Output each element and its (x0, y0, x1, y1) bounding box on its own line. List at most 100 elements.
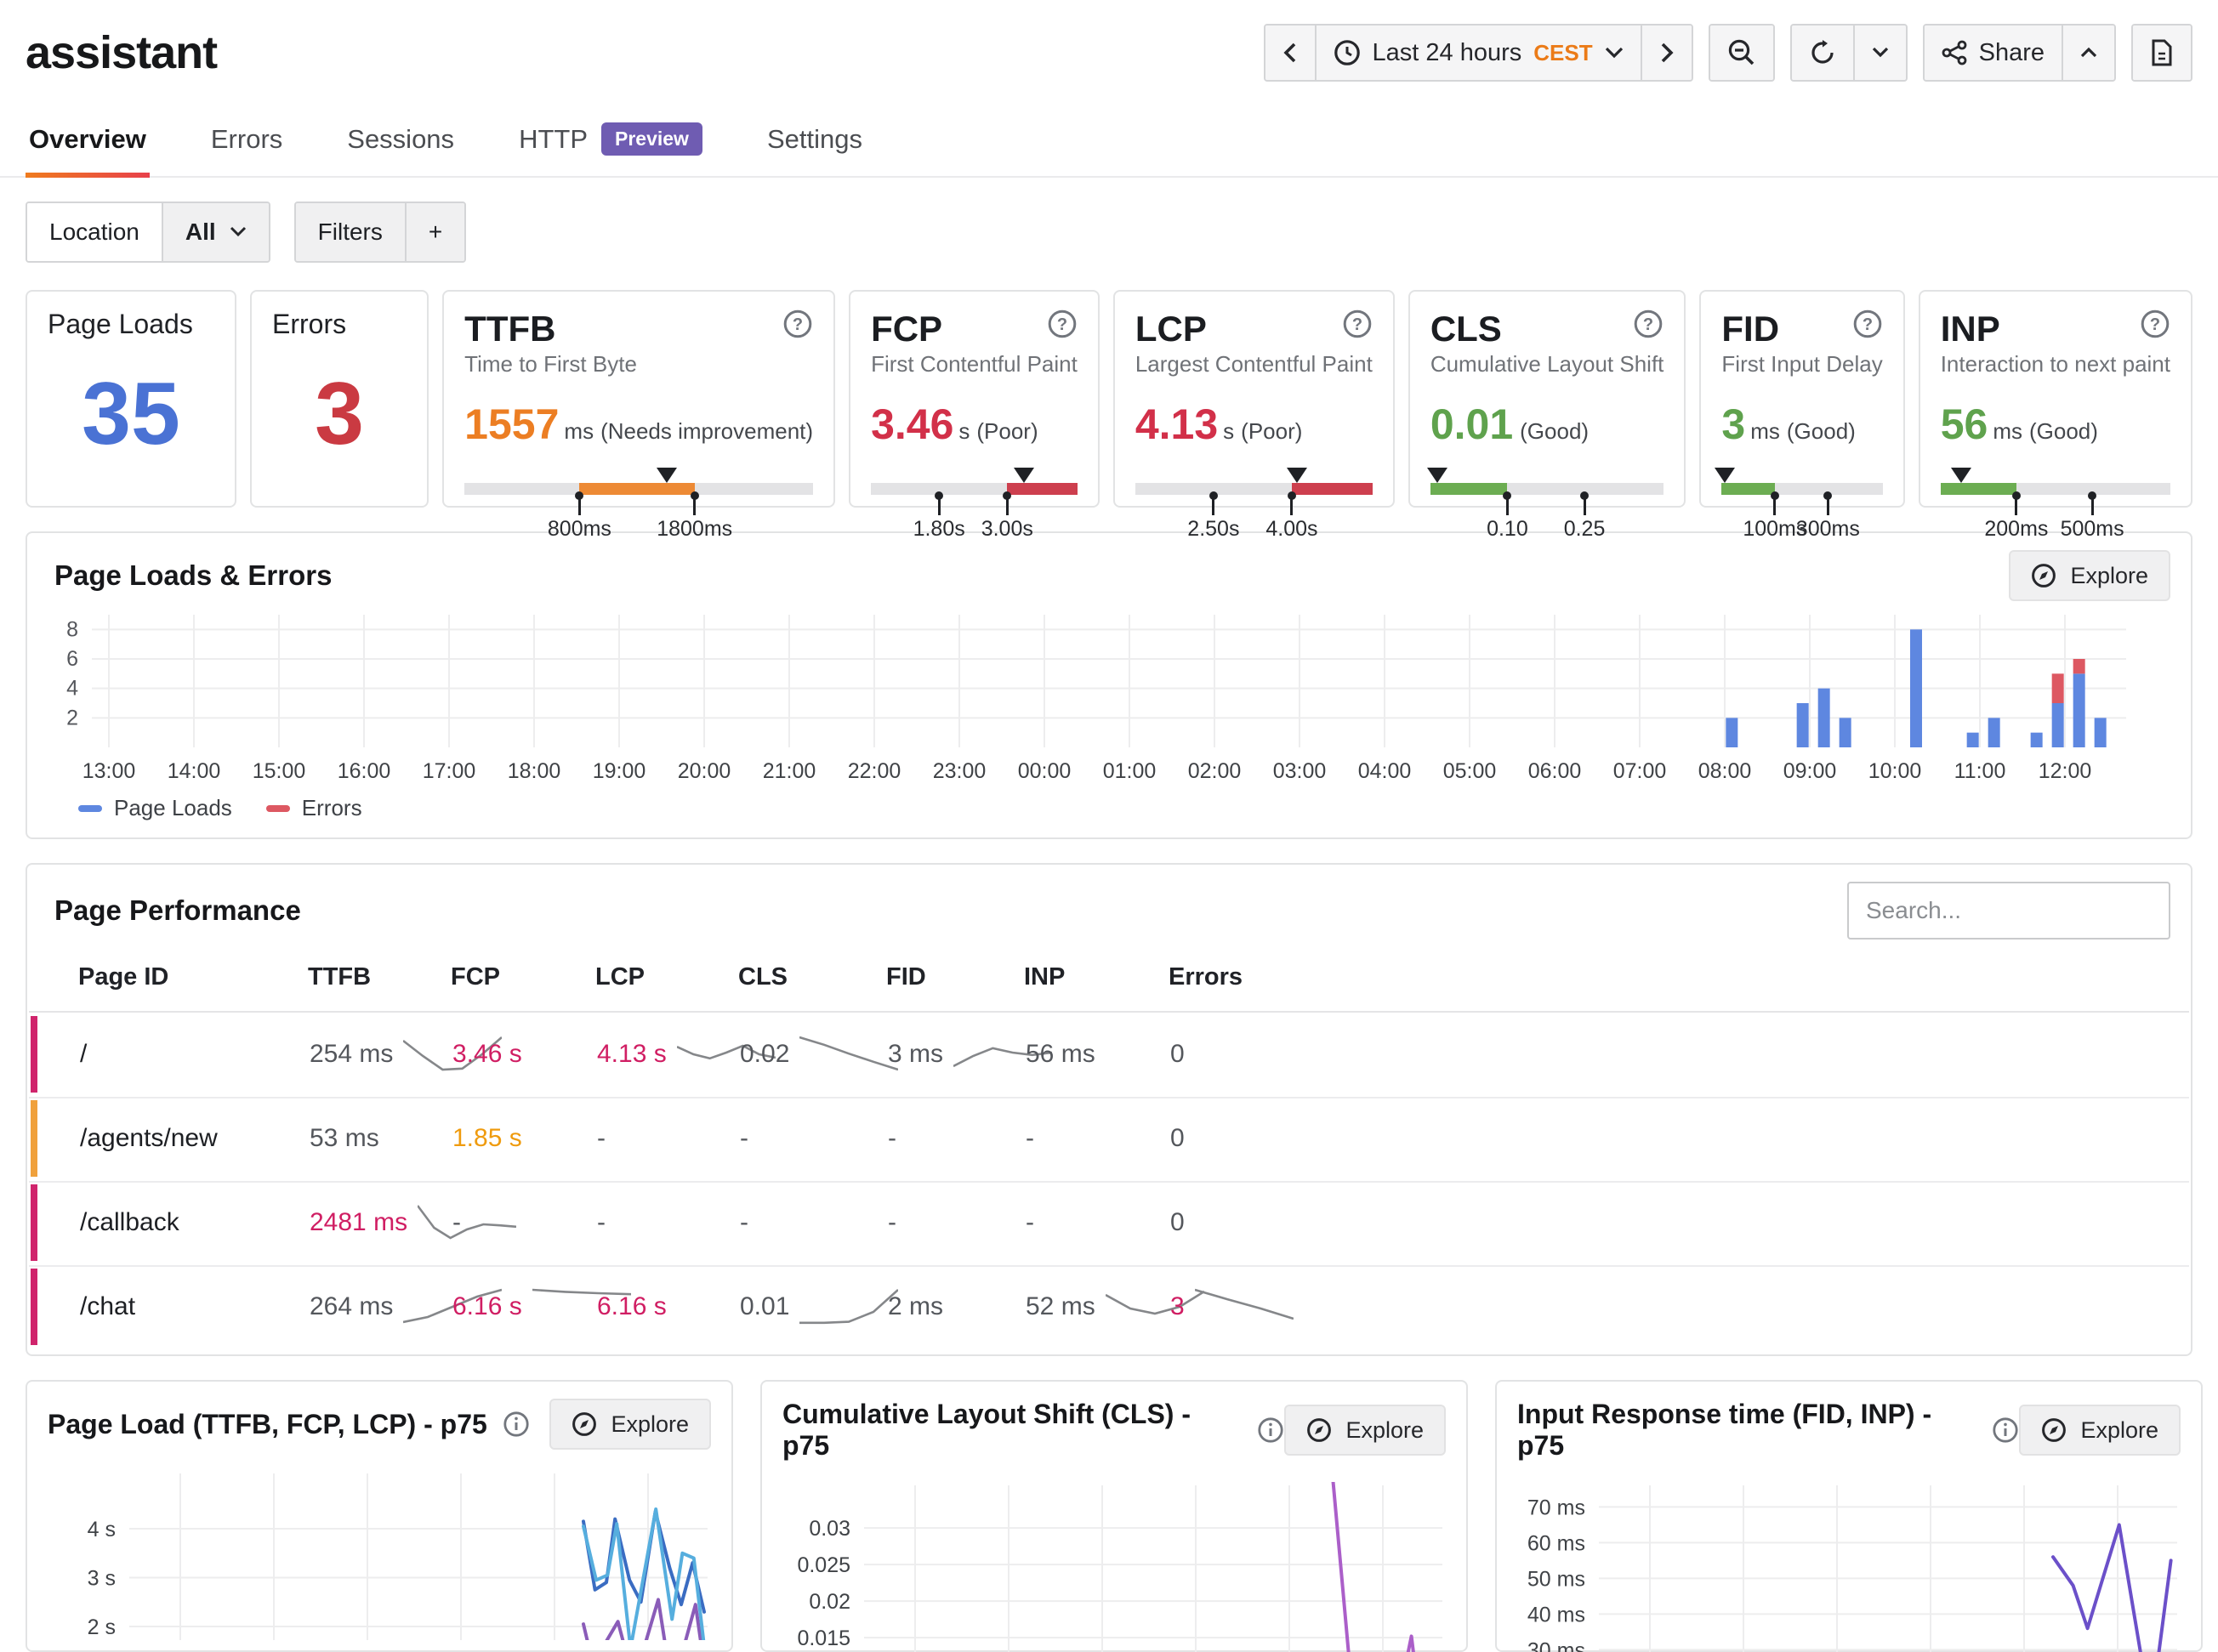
help-icon[interactable]: ? (1047, 309, 1078, 339)
compass-icon (2031, 563, 2056, 588)
vital-value-row: 1557 ms (Needs improvement) (464, 400, 813, 449)
table-row[interactable]: /chat 264 ms 6.16 s 6.16 s 0.01 2 ms 52 ms 3 (29, 1265, 2189, 1348)
explore-button[interactable]: Explore (2019, 1405, 2181, 1456)
vital-card-fcp: FCP? First Contentful Paint 3.46 s (Poor) 1.8… (849, 290, 1100, 541)
vital-gauge: 1.80s 3.00s (871, 468, 1078, 541)
sparkline (799, 1289, 899, 1325)
page-id: /chat (80, 1292, 136, 1320)
vital-title: INP (1940, 309, 2000, 349)
errors-cell: 0 (1170, 1097, 1185, 1180)
refresh-button[interactable] (1791, 26, 1855, 80)
collapse-toolbar-button[interactable] (2063, 26, 2114, 80)
page-id: /agents/new (80, 1124, 218, 1152)
explore-button[interactable]: Explore (549, 1399, 711, 1450)
info-icon[interactable] (1257, 1416, 1284, 1444)
svg-text:06:00: 06:00 (1528, 759, 1582, 783)
gauge-tick-stem (1505, 497, 1509, 515)
table-row[interactable]: /callback 2481 ms - - - - - 0 (29, 1181, 2189, 1264)
stat-card-value: 3 (315, 365, 364, 463)
location-filter-label[interactable]: Location (27, 203, 163, 261)
explore-label: Explore (2080, 1416, 2158, 1443)
svg-text:10:00: 10:00 (1868, 759, 1922, 783)
gauge-segment (1430, 483, 1508, 495)
time-shift-forward-button[interactable] (1641, 26, 1692, 80)
gauge-tick-stem (1826, 497, 1829, 515)
gauge-tick-stem (577, 497, 581, 515)
search-input[interactable] (1847, 882, 2170, 940)
zoom-out-time-button[interactable] (1709, 26, 1773, 80)
svg-text:14:00: 14:00 (168, 759, 221, 783)
svg-text:40 ms: 40 ms (1527, 1603, 1585, 1626)
share-button[interactable]: Share (1924, 26, 2063, 80)
fid-cell: 2 ms (888, 1265, 943, 1348)
report-button[interactable] (2133, 26, 2191, 80)
clock-icon (1334, 39, 1361, 66)
vital-card-fid: FID? First Input Delay 3 ms (Good) 100ms 300ms (1699, 290, 1905, 541)
gauge-tick-dot (690, 491, 699, 500)
svg-text:0.025: 0.025 (797, 1553, 850, 1577)
help-icon[interactable]: ? (1852, 309, 1883, 339)
info-icon[interactable] (503, 1411, 530, 1438)
cls-cell: 0.02 (740, 1013, 899, 1096)
svg-text:09:00: 09:00 (1783, 759, 1837, 783)
preview-badge: Preview (601, 122, 702, 156)
time-shift-back-button[interactable] (1265, 26, 1317, 80)
column-header-fcp: FCP (451, 963, 500, 991)
svg-text:13:00: 13:00 (82, 759, 136, 783)
cell-value: 2481 ms (310, 1208, 408, 1236)
page-id-cell: / (80, 1013, 87, 1096)
gauge-marker-icon (1427, 468, 1448, 483)
explore-button[interactable]: Explore (1284, 1405, 1446, 1456)
gauge-tick-stem (1773, 497, 1777, 515)
help-icon[interactable]: ? (782, 309, 813, 339)
svg-text:21:00: 21:00 (763, 759, 816, 783)
info-icon[interactable] (1992, 1416, 2019, 1444)
time-range-picker[interactable]: Last 24 hours CEST (1316, 26, 1642, 80)
inp-cell: - (1026, 1097, 1034, 1180)
vital-card-lcp: LCP? Largest Contentful Paint 4.13 s (Poor) 2… (1112, 290, 1395, 541)
svg-text:0.02: 0.02 (809, 1590, 850, 1614)
column-header-inp: INP (1024, 963, 1066, 991)
legend-label: Errors (301, 795, 362, 820)
cell-value: 4.13 s (597, 1040, 667, 1068)
gauge-tick-label: 3.00s (981, 517, 1033, 541)
svg-text:11:00: 11:00 (1954, 759, 2006, 783)
help-icon[interactable]: ? (1342, 309, 1373, 339)
tab-sessions[interactable]: Sessions (344, 109, 458, 176)
cls-cell: - (740, 1097, 748, 1180)
svg-text:?: ? (1352, 315, 1362, 334)
legend-item-page-loads[interactable]: Page Loads (78, 795, 232, 821)
location-filter-value: All (185, 219, 216, 245)
bottom-panels-row: Page Load (TTFB, FCP, LCP) - p75 Explore 4… (26, 1380, 2203, 1652)
chevron-down-icon (230, 226, 247, 238)
gauge-tick-dot (2088, 491, 2097, 500)
legend-item-errors[interactable]: Errors (265, 795, 362, 821)
tab-http[interactable]: HTTP Preview (515, 109, 706, 176)
add-filter-button[interactable]: + (406, 203, 465, 261)
explore-button[interactable]: Explore (2009, 550, 2170, 601)
location-filter-dropdown[interactable]: All (162, 203, 269, 261)
help-icon[interactable]: ? (2140, 309, 2170, 339)
help-icon[interactable]: ? (1633, 309, 1664, 339)
page-load-p75-chart: 4 s 3 s 2 s (88, 1473, 708, 1640)
tab-errors[interactable]: Errors (208, 109, 286, 176)
filters-button[interactable]: Filters (295, 203, 407, 261)
cell-value: 0.01 (740, 1292, 790, 1320)
svg-text:15:00: 15:00 (253, 759, 306, 783)
table-row[interactable]: / 254 ms 3.46 s 4.13 s 0.02 3 ms 56 ms 0 (29, 1013, 2189, 1096)
chevron-left-icon (1282, 41, 1298, 65)
svg-text:03:00: 03:00 (1273, 759, 1327, 783)
svg-text:?: ? (793, 315, 803, 334)
page-id: / (80, 1040, 88, 1068)
document-icon (2150, 38, 2174, 67)
row-status-accent (31, 1184, 37, 1261)
vital-unit: ms (1993, 418, 2022, 444)
refresh-interval-dropdown[interactable] (1854, 26, 1906, 80)
page-id-cell: /agents/new (80, 1097, 218, 1180)
stat-card-title: Errors (272, 309, 347, 339)
table-row[interactable]: /agents/new 53 ms 1.85 s - - - - 0 (29, 1097, 2189, 1180)
vital-value: 3 (1721, 400, 1746, 448)
tab-overview[interactable]: Overview (26, 109, 150, 177)
gauge-tick-stem (1212, 497, 1215, 515)
tab-settings[interactable]: Settings (764, 109, 866, 176)
